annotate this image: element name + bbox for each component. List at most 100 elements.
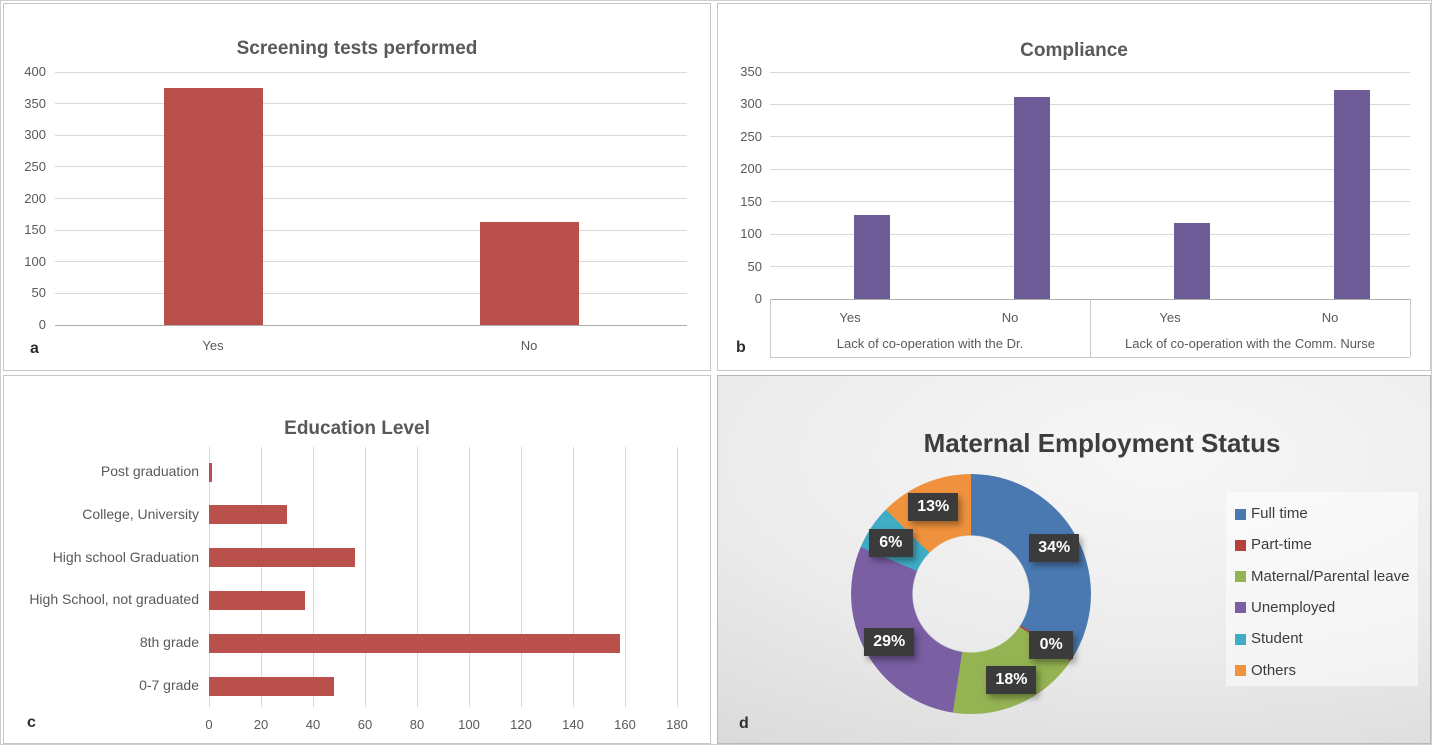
data-label-student: 6% — [868, 529, 913, 558]
gridline — [770, 168, 1410, 170]
data-label-maternal-parental-leave: 18% — [986, 665, 1037, 694]
x-tick-label: 100 — [458, 717, 480, 732]
x-tick-label: 60 — [357, 717, 373, 732]
y-tick-label: 50 — [31, 285, 46, 301]
gridline — [770, 233, 1410, 235]
gridline — [770, 103, 1410, 105]
category-label: High school Graduation — [52, 548, 199, 565]
y-tick-label: 250 — [740, 128, 762, 144]
category-label: No — [1321, 310, 1339, 325]
data-label-full-time: 34% — [1029, 534, 1080, 563]
chart-title-education: Education Level — [284, 417, 430, 439]
gridline — [572, 447, 574, 707]
gridline — [55, 134, 687, 136]
y-tick-label: 0 — [38, 317, 46, 332]
category-label: Yes — [1159, 310, 1181, 325]
bar-education-0 — [209, 462, 212, 482]
panel-letter-a: a — [30, 340, 39, 357]
x-tick-label: 160 — [614, 717, 636, 732]
x-tick-label: 120 — [510, 717, 532, 732]
category-label: High School, not graduated — [29, 591, 199, 608]
bar-chart-screening: 0 50 100 150 200 250 300 350 400 Yes No — [4, 4, 710, 370]
y-tick-label: 400 — [24, 64, 46, 79]
panel-compliance: Compliance 0 50 100 150 200 250 300 350 Yes No Yes… — [717, 3, 1431, 371]
bar-chart-education: 0 20 40 60 80 100 120 140 160 180 Post graduation C… — [4, 376, 710, 743]
x-tick-label: 180 — [666, 717, 688, 732]
legend-item-label: Unemployed — [1251, 598, 1336, 616]
chart-title-employment: Maternal Employment Status — [923, 427, 1281, 458]
x-tick-label: 140 — [562, 717, 584, 732]
gridline — [364, 447, 366, 707]
chart-title-screening: Screening tests performed — [236, 37, 478, 59]
panel-screening-tests: Screening tests performed 0 50 100 150 200 25… — [3, 3, 711, 371]
bar-yes-2 — [1173, 223, 1210, 299]
bar-no-3 — [1333, 90, 1370, 299]
gridline — [624, 447, 626, 707]
bar-education-4 — [209, 633, 620, 653]
y-tick-label: 150 — [740, 193, 762, 209]
gridline — [55, 229, 687, 231]
y-tick-label: 350 — [740, 64, 762, 79]
gridline — [770, 136, 1410, 138]
panel-education-level: Education Level 0 20 40 60 80 100 120 140 160 180… — [3, 375, 711, 744]
gridline — [260, 447, 262, 707]
bar-education-5 — [209, 676, 334, 696]
y-tick-label: 250 — [24, 158, 46, 174]
axis-table-vline-1 — [1089, 299, 1091, 357]
panel-letter-b: b — [736, 339, 746, 356]
bar-chart-compliance: 0 50 100 150 200 250 300 350 Yes No Yes No Lack of c… — [718, 4, 1430, 370]
bar-education-3 — [209, 590, 306, 610]
gridline — [520, 447, 522, 707]
category-label: Yes — [839, 310, 861, 325]
bar-no-1 — [1013, 97, 1050, 299]
legend-swatch-icon — [1235, 571, 1246, 583]
category-label: No — [520, 338, 538, 353]
bar-yes — [163, 88, 263, 325]
axis-table-vline-2 — [1409, 299, 1411, 357]
panel-letter-d: d — [739, 715, 749, 732]
x-tick-label: 40 — [305, 717, 321, 732]
category-label: Yes — [202, 338, 224, 353]
data-label-part-time: 0% — [1029, 630, 1074, 659]
y-tick-label: 300 — [24, 127, 46, 143]
data-label-others: 13% — [908, 492, 959, 521]
legend-item-label: Full time — [1251, 505, 1308, 522]
gridline — [55, 71, 687, 73]
gridline — [312, 447, 314, 707]
category-label: Post graduation — [100, 463, 199, 479]
legend-swatch-icon — [1235, 665, 1246, 676]
axis-table-bottom — [770, 357, 1410, 358]
chart-title-compliance: Compliance — [1020, 39, 1128, 61]
x-tick-label: 20 — [253, 717, 269, 732]
legend-swatch-icon — [1235, 508, 1246, 520]
y-tick-label: 350 — [24, 95, 46, 111]
gridline — [416, 447, 418, 707]
category-label: 0-7 grade — [139, 677, 199, 693]
legend-item-label: Maternal/Parental leave — [1251, 567, 1410, 585]
bar-yes-0 — [853, 215, 890, 299]
category-label: No — [1001, 310, 1019, 325]
gridline — [208, 447, 210, 707]
y-tick-label: 0 — [754, 291, 762, 306]
gridline — [55, 261, 687, 263]
y-tick-label: 100 — [740, 226, 762, 242]
panel-maternal-employment: Maternal Employment Status 34% 0% 18% 29% 6%… — [717, 375, 1431, 744]
bar-education-1 — [209, 505, 287, 525]
gridline — [770, 266, 1410, 268]
x-tick-label: 80 — [409, 717, 425, 732]
gridline — [676, 447, 678, 707]
gridline — [770, 71, 1410, 73]
group-label: Lack of co-operation with the Dr. — [836, 336, 1024, 351]
legend-swatch-icon — [1235, 633, 1246, 645]
legend — [1226, 492, 1418, 686]
y-tick-label: 300 — [740, 96, 762, 112]
legend-item-label: Others — [1251, 661, 1297, 679]
y-tick-label: 50 — [747, 258, 762, 274]
gridline — [55, 198, 687, 199]
gridline — [468, 447, 470, 707]
donut-chart-employment: 34% 0% 18% 29% 6% 13% Full time Part-time Matern… — [718, 376, 1430, 743]
x-tick-label: 0 — [205, 717, 213, 732]
gridline — [55, 166, 687, 168]
y-tick-label: 200 — [24, 190, 46, 206]
